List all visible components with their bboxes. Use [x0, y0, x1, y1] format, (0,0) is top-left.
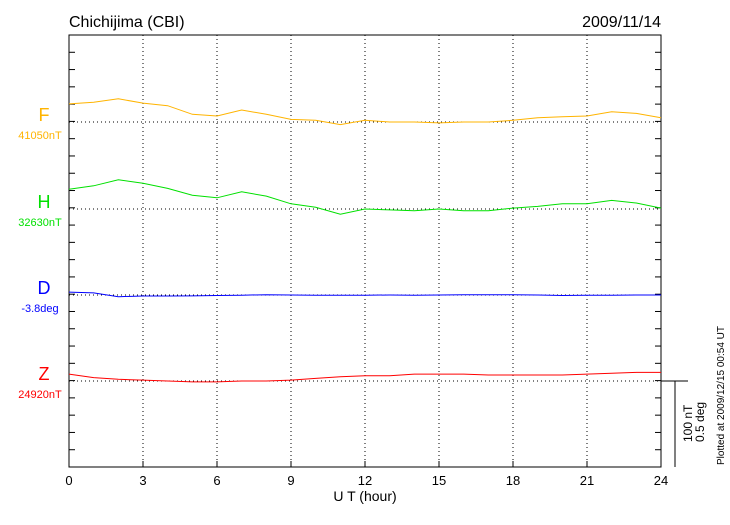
series-name-Z: Z: [39, 364, 50, 384]
trace-H: [68, 179, 662, 215]
x-tick-label: 12: [358, 473, 372, 488]
trace-F: [68, 98, 662, 126]
baseline-label-H: 32630nT: [18, 217, 62, 229]
chart-date: 2009/11/14: [582, 14, 661, 31]
series-name-D: D: [38, 278, 51, 298]
series-name-F: F: [39, 105, 50, 125]
x-tick-label: 21: [580, 473, 594, 488]
x-tick-label: 24: [654, 473, 668, 488]
plotted-at-footer: Plotted at 2009/12/15 00:54 UT: [716, 326, 727, 465]
plot-frame: [68, 34, 662, 468]
baseline-label-Z: 24920nT: [18, 389, 62, 401]
trace-Z: [68, 371, 661, 383]
x-tick-label: 3: [139, 473, 146, 488]
x-tick-label: 9: [287, 473, 294, 488]
baseline-label-D: -3.8deg: [21, 303, 58, 315]
x-tick-label: 0: [65, 473, 72, 488]
x-tick-label: 6: [213, 473, 220, 488]
x-axis-label: U T (hour): [333, 488, 396, 504]
x-tick-label: 15: [432, 473, 446, 488]
trace-D: [68, 291, 661, 298]
scale-bar-deg-label: 0.5 deg: [693, 402, 707, 442]
x-tick-label: 18: [506, 473, 520, 488]
scale-bar-nt-label: 100 nT: [681, 404, 695, 442]
baseline-label-F: 41050nT: [18, 130, 62, 142]
scale-bar: 100 nT 0.5 deg: [661, 380, 707, 467]
series-name-H: H: [38, 192, 51, 212]
chart-title: Chichijima (CBI): [69, 14, 185, 31]
